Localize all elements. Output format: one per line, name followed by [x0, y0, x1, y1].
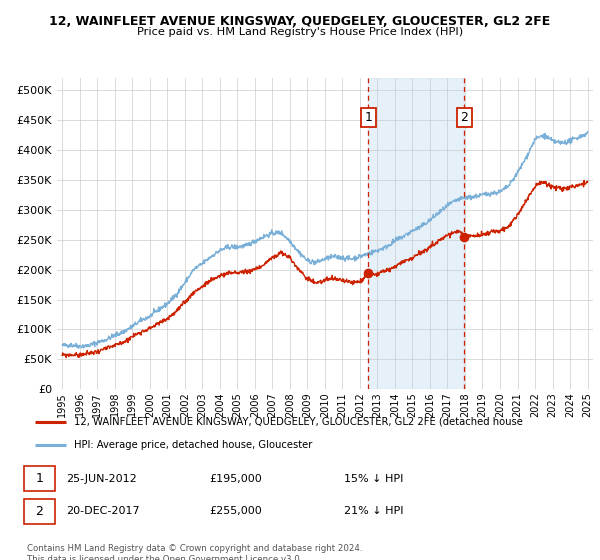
- Text: 21% ↓ HPI: 21% ↓ HPI: [344, 506, 403, 516]
- Text: 25-JUN-2012: 25-JUN-2012: [66, 474, 137, 484]
- Text: £195,000: £195,000: [209, 474, 262, 484]
- Text: 2: 2: [35, 505, 43, 517]
- Text: HPI: Average price, detached house, Gloucester: HPI: Average price, detached house, Glou…: [74, 440, 313, 450]
- Bar: [368, 78, 464, 389]
- FancyBboxPatch shape: [24, 466, 55, 491]
- FancyBboxPatch shape: [24, 498, 55, 524]
- Text: £255,000: £255,000: [209, 506, 262, 516]
- Text: 1: 1: [365, 111, 373, 124]
- Text: 1: 1: [35, 472, 43, 485]
- Text: 15% ↓ HPI: 15% ↓ HPI: [344, 474, 403, 484]
- Text: 20-DEC-2017: 20-DEC-2017: [66, 506, 140, 516]
- Text: Price paid vs. HM Land Registry's House Price Index (HPI): Price paid vs. HM Land Registry's House …: [137, 27, 463, 37]
- Text: 12, WAINFLEET AVENUE KINGSWAY, QUEDGELEY, GLOUCESTER, GL2 2FE: 12, WAINFLEET AVENUE KINGSWAY, QUEDGELEY…: [49, 15, 551, 27]
- Text: 12, WAINFLEET AVENUE KINGSWAY, QUEDGELEY, GLOUCESTER, GL2 2FE (detached house: 12, WAINFLEET AVENUE KINGSWAY, QUEDGELEY…: [74, 417, 523, 427]
- Text: Contains HM Land Registry data © Crown copyright and database right 2024.
This d: Contains HM Land Registry data © Crown c…: [27, 544, 362, 560]
- Text: 2: 2: [461, 111, 469, 124]
